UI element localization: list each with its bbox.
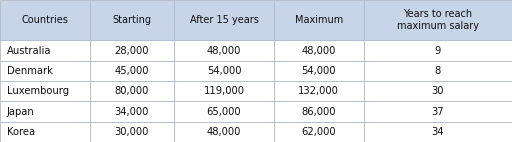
Text: 48,000: 48,000 xyxy=(207,46,241,56)
Text: 48,000: 48,000 xyxy=(302,46,336,56)
Bar xyxy=(0,40,90,61)
Bar xyxy=(174,61,274,81)
Text: 132,000: 132,000 xyxy=(298,86,339,96)
Text: 28,000: 28,000 xyxy=(115,46,149,56)
Bar xyxy=(174,101,274,122)
Text: 34: 34 xyxy=(432,127,444,137)
Bar xyxy=(174,40,274,61)
Bar xyxy=(274,122,364,142)
Bar xyxy=(0,61,90,81)
Text: 80,000: 80,000 xyxy=(115,86,149,96)
Text: 30,000: 30,000 xyxy=(115,127,149,137)
Bar xyxy=(90,0,174,40)
Text: After 15 years: After 15 years xyxy=(189,15,259,25)
Bar xyxy=(364,40,512,61)
Text: Countries: Countries xyxy=(22,15,68,25)
Text: 48,000: 48,000 xyxy=(207,127,241,137)
Bar xyxy=(174,0,274,40)
Text: 65,000: 65,000 xyxy=(207,106,241,117)
Text: 9: 9 xyxy=(435,46,441,56)
Bar xyxy=(274,81,364,101)
Text: 54,000: 54,000 xyxy=(302,66,336,76)
Bar xyxy=(0,0,90,40)
Text: 62,000: 62,000 xyxy=(302,127,336,137)
Bar xyxy=(174,81,274,101)
Bar xyxy=(0,122,90,142)
Text: Years to reach
maximum salary: Years to reach maximum salary xyxy=(397,9,479,31)
Bar xyxy=(90,101,174,122)
Bar xyxy=(274,61,364,81)
Text: 30: 30 xyxy=(432,86,444,96)
Bar xyxy=(274,0,364,40)
Bar xyxy=(174,122,274,142)
Bar xyxy=(274,101,364,122)
Text: 54,000: 54,000 xyxy=(207,66,241,76)
Text: Australia: Australia xyxy=(7,46,51,56)
Bar xyxy=(0,81,90,101)
Text: Japan: Japan xyxy=(7,106,34,117)
Text: 119,000: 119,000 xyxy=(203,86,245,96)
Text: 37: 37 xyxy=(432,106,444,117)
Bar xyxy=(0,101,90,122)
Text: 45,000: 45,000 xyxy=(115,66,149,76)
Bar xyxy=(90,61,174,81)
Bar xyxy=(364,101,512,122)
Bar xyxy=(274,40,364,61)
Text: 8: 8 xyxy=(435,66,441,76)
Bar xyxy=(364,0,512,40)
Text: Korea: Korea xyxy=(7,127,35,137)
Bar xyxy=(364,81,512,101)
Text: Maximum: Maximum xyxy=(294,15,343,25)
Text: Starting: Starting xyxy=(112,15,152,25)
Text: Luxembourg: Luxembourg xyxy=(7,86,69,96)
Bar xyxy=(90,81,174,101)
Bar xyxy=(364,122,512,142)
Bar xyxy=(90,122,174,142)
Bar xyxy=(90,40,174,61)
Text: 86,000: 86,000 xyxy=(302,106,336,117)
Text: Denmark: Denmark xyxy=(7,66,53,76)
Text: 34,000: 34,000 xyxy=(115,106,149,117)
Bar xyxy=(364,61,512,81)
